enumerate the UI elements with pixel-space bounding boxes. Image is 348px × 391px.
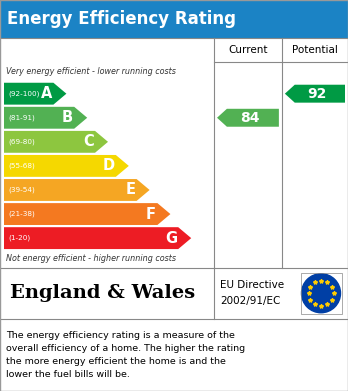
Text: (69-80): (69-80) xyxy=(8,138,35,145)
Text: Current: Current xyxy=(228,45,268,55)
Polygon shape xyxy=(4,203,171,225)
Text: The energy efficiency rating is a measure of the
overall efficiency of a home. T: The energy efficiency rating is a measur… xyxy=(6,330,245,379)
Polygon shape xyxy=(4,131,108,153)
Polygon shape xyxy=(285,85,345,103)
Polygon shape xyxy=(4,155,129,177)
Text: B: B xyxy=(62,110,73,125)
Text: E: E xyxy=(125,183,135,197)
Text: F: F xyxy=(146,206,156,222)
Text: (39-54): (39-54) xyxy=(8,187,35,193)
Text: (55-68): (55-68) xyxy=(8,163,35,169)
Text: 2002/91/EC: 2002/91/EC xyxy=(220,296,280,306)
Bar xyxy=(301,273,341,314)
Text: Energy Efficiency Rating: Energy Efficiency Rating xyxy=(7,10,236,28)
Polygon shape xyxy=(4,107,87,129)
Text: C: C xyxy=(83,135,94,149)
Circle shape xyxy=(301,274,340,313)
Text: Very energy efficient - lower running costs: Very energy efficient - lower running co… xyxy=(6,66,176,76)
Text: (21-38): (21-38) xyxy=(8,211,35,217)
Bar xyxy=(0,0,348,38)
Bar xyxy=(0,38,348,268)
Text: (81-91): (81-91) xyxy=(8,115,35,121)
Text: A: A xyxy=(41,86,52,101)
Polygon shape xyxy=(4,179,150,201)
Bar xyxy=(0,268,348,319)
Text: Potential: Potential xyxy=(292,45,338,55)
Text: D: D xyxy=(102,158,114,173)
Polygon shape xyxy=(4,83,66,105)
Text: (92-100): (92-100) xyxy=(8,90,39,97)
Text: Not energy efficient - higher running costs: Not energy efficient - higher running co… xyxy=(6,254,176,263)
Polygon shape xyxy=(217,109,279,127)
Text: 92: 92 xyxy=(307,87,327,101)
Text: G: G xyxy=(165,231,177,246)
Text: EU Directive: EU Directive xyxy=(220,280,284,290)
Text: 84: 84 xyxy=(240,111,260,125)
Polygon shape xyxy=(4,227,191,249)
Text: (1-20): (1-20) xyxy=(8,235,30,241)
Text: England & Wales: England & Wales xyxy=(10,284,195,302)
